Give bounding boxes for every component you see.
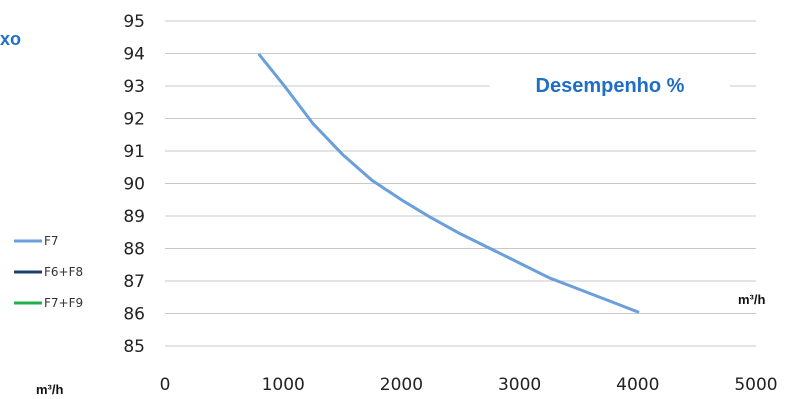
chart-title: Desempenho % (536, 75, 685, 97)
data-point (518, 261, 521, 265)
data-point (311, 121, 315, 125)
data-point (547, 276, 551, 280)
x-tick-label: 3000 (498, 375, 541, 395)
data-point (370, 178, 374, 182)
x-tick-label: 5000 (734, 375, 777, 395)
data-point (636, 310, 640, 314)
y-tick-label: 94 (123, 45, 145, 65)
x-tick-label: 4000 (616, 375, 659, 395)
y-axis-ticks: 85 86 87 88 89 90 91 92 93 94 95 (123, 12, 145, 357)
title-background (490, 68, 730, 102)
x-tick-label: 1000 (262, 375, 305, 395)
y-tick-label: 92 (123, 110, 145, 130)
x-axis-ticks: 0 1000 2000 3000 4000 5000 (160, 375, 778, 395)
data-point (400, 198, 403, 202)
series-line-f7 (258, 53, 640, 314)
gridlines (165, 20, 756, 347)
legend-label: F7 (44, 234, 59, 248)
x-tick-label: 2000 (380, 375, 423, 395)
unit-label-left: m³/h (36, 382, 64, 397)
unit-label-right: m³/h (738, 292, 766, 307)
y-tick-label: 93 (123, 77, 145, 97)
data-point (577, 287, 581, 291)
legend: F7 F6+F8 F7+F9 (14, 234, 83, 310)
y-tick-label: 87 (123, 272, 145, 292)
data-point (459, 232, 462, 236)
data-point (606, 299, 610, 302)
y-tick-label: 86 (123, 305, 145, 325)
data-point (281, 82, 285, 86)
data-point (488, 247, 492, 250)
data-point (429, 216, 433, 220)
y-tick-label: 95 (123, 12, 145, 32)
data-point (258, 53, 261, 57)
header-fragment: xo (0, 29, 21, 49)
y-tick-label: 90 (123, 175, 145, 195)
y-tick-label: 89 (123, 207, 145, 227)
y-tick-label: 91 (123, 142, 145, 162)
series-lines (258, 53, 640, 314)
data-point (340, 152, 344, 156)
x-tick-label: 0 (160, 375, 171, 395)
legend-label: F7+F9 (44, 296, 83, 310)
y-tick-label: 85 (123, 337, 145, 357)
y-tick-label: 88 (123, 240, 145, 260)
legend-label: F6+F8 (44, 265, 83, 279)
